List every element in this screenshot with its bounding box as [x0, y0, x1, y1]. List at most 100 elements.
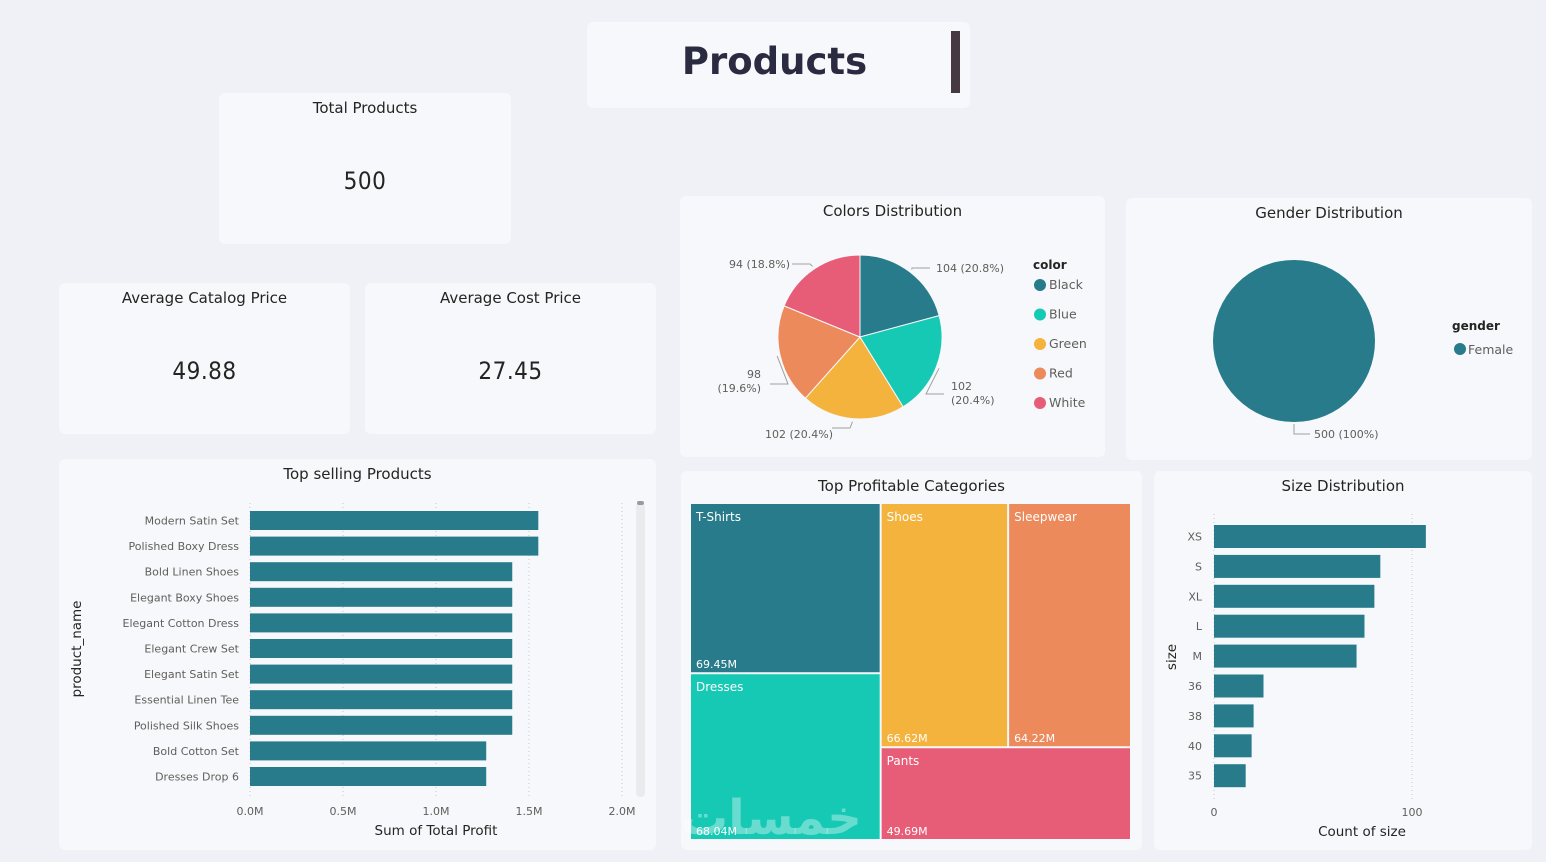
gender-pie-chart[interactable]: 500 (100%) gender Female: [1126, 198, 1532, 460]
treemap-cell-value: 68.04M: [696, 825, 737, 838]
kpi-label: Total Products: [312, 99, 418, 117]
leader-line: [770, 355, 789, 385]
bar[interactable]: [1214, 674, 1264, 698]
data-label: (20.4%): [951, 394, 995, 407]
bar[interactable]: [1214, 554, 1381, 578]
bar[interactable]: [1214, 734, 1252, 758]
treemap-cell-dresses[interactable]: [691, 674, 880, 839]
bar[interactable]: [250, 767, 487, 786]
legend-item-red[interactable]: Red: [1049, 366, 1073, 381]
bar[interactable]: [250, 511, 539, 530]
legend-item-white[interactable]: White: [1049, 395, 1086, 410]
y-tick-label: Elegant Crew Set: [144, 643, 239, 656]
colors-pie-chart[interactable]: 104 (20.8%) 102(20.4%) 102 (20.4%) 98(19.6%…: [680, 196, 1105, 457]
bar[interactable]: [1214, 525, 1426, 548]
y-tick-label: Essential Linen Tee: [134, 694, 239, 707]
kpi-total-products[interactable]: Total Products 500: [219, 93, 511, 244]
y-axis-title: product_name: [69, 601, 85, 698]
bar[interactable]: [1214, 764, 1246, 788]
size-distribution-card[interactable]: Size Distribution 0 100 XS S XL L M 36 38 40 35 Cou…: [1154, 471, 1532, 850]
bar[interactable]: [1214, 584, 1375, 608]
treemap-cell-label: Pants: [887, 754, 920, 768]
data-label: (19.6%): [717, 382, 761, 395]
x-tick-label: 0: [1211, 806, 1218, 819]
legend-marker-red[interactable]: [1034, 367, 1046, 380]
chart-title: Size Distribution: [1281, 477, 1405, 495]
size-bar-chart[interactable]: 0 100 XS S XL L M 36 38 40 35 Count of size size: [1154, 471, 1532, 850]
kpi-label: Average Cost Price: [439, 289, 582, 307]
data-label: 98: [747, 368, 761, 381]
bar[interactable]: [250, 587, 513, 607]
bar[interactable]: [250, 562, 513, 582]
treemap-cell-sleepwear[interactable]: [1009, 504, 1130, 747]
x-tick-label: 2.0M: [609, 805, 636, 818]
y-axis-title: size: [1164, 644, 1180, 670]
top-selling-bar-chart[interactable]: 0.0M 0.5M 1.0M 1.5M 2.0M Modern Satin Set Poli…: [59, 459, 656, 850]
legend-marker-female[interactable]: [1454, 343, 1466, 355]
bar[interactable]: [250, 690, 513, 710]
legend-item-black[interactable]: Black: [1049, 277, 1084, 292]
data-label: 102: [951, 380, 972, 393]
kpi-average-cost-price[interactable]: Average Cost Price 27.45: [365, 283, 656, 434]
data-label: 102 (20.4%): [765, 428, 833, 441]
bar[interactable]: [250, 715, 513, 735]
page-title: Products: [681, 40, 868, 83]
leader-line: [832, 421, 853, 429]
scrollbar-thumb[interactable]: [637, 501, 644, 505]
treemap-cell-value: 69.45M: [696, 658, 737, 671]
y-tick-label: Elegant Satin Set: [144, 668, 240, 681]
scrollbar-track[interactable]: [636, 503, 645, 797]
legend-marker-black[interactable]: [1034, 279, 1046, 291]
pie-slice-green[interactable]: [804, 336, 904, 420]
bar[interactable]: [1214, 644, 1357, 668]
legend-title: gender: [1452, 319, 1500, 333]
legend-item-green[interactable]: Green: [1049, 336, 1087, 351]
treemap-cell-pants[interactable]: [881, 748, 1130, 839]
gender-distribution-card[interactable]: Gender Distribution 500 (100%) gender Fema…: [1126, 198, 1532, 460]
pie-slice-blue[interactable]: [859, 314, 943, 408]
treemap-cell-value: 49.69M: [887, 825, 928, 838]
bar[interactable]: [250, 639, 513, 658]
y-tick-label: Dresses Drop 6: [155, 771, 239, 784]
header-accent-bar: [951, 31, 960, 93]
pie-slice-black[interactable]: [859, 254, 940, 338]
pie-slice-white[interactable]: [783, 254, 861, 338]
bar[interactable]: [250, 536, 539, 556]
page-header: Products: [587, 22, 970, 108]
kpi-average-catalog-price[interactable]: Average Catalog Price 49.88: [59, 283, 350, 434]
legend-marker-green[interactable]: [1034, 338, 1046, 350]
treemap-cell-label: T-Shirts: [695, 510, 741, 524]
kpi-label: Average Catalog Price: [121, 289, 288, 307]
bar[interactable]: [1214, 704, 1254, 728]
pie-slice-female[interactable]: [1213, 260, 1375, 422]
bar[interactable]: [1214, 614, 1365, 638]
colors-distribution-card[interactable]: Colors Distribution 104 (20.8%) 102 (20.4%…: [680, 196, 1105, 457]
treemap-cell-label: Dresses: [696, 680, 743, 694]
y-tick-label: L: [1196, 620, 1203, 633]
bar[interactable]: [250, 741, 487, 761]
legend-marker-white[interactable]: [1034, 397, 1046, 409]
data-label: 94 (18.8%): [729, 258, 790, 271]
y-tick-label: Elegant Boxy Shoes: [130, 591, 239, 604]
treemap-cell-shoes[interactable]: [881, 504, 1008, 747]
bar[interactable]: [250, 664, 513, 684]
categories-treemap[interactable]: T-Shirts 69.45M Dresses 68.04M Shoes 66.62M Sl…: [681, 471, 1142, 850]
x-axis-title: Count of size: [1318, 824, 1406, 840]
legend-marker-blue[interactable]: [1034, 308, 1046, 321]
legend-item-female[interactable]: Female: [1468, 342, 1514, 357]
y-tick-label: Elegant Cotton Dress: [123, 617, 240, 630]
legend-item-blue[interactable]: Blue: [1049, 307, 1077, 322]
y-tick-label: Modern Satin Set: [145, 515, 240, 528]
y-tick-label: Bold Cotton Set: [153, 745, 240, 758]
bar[interactable]: [250, 613, 513, 633]
leader-line: [925, 368, 944, 395]
y-tick-label: 40: [1188, 740, 1202, 753]
top-selling-products-card[interactable]: Top selling Products 0.0M 0.5M 1.0M 1.5M 2.0…: [59, 459, 656, 850]
kpi-value: 27.45: [478, 357, 543, 385]
legend-title: color: [1033, 258, 1067, 272]
treemap-cell-t-shirts[interactable]: [691, 504, 880, 673]
chart-title: Top selling Products: [283, 465, 432, 483]
y-tick-label: Polished Boxy Dress: [129, 540, 240, 553]
top-profitable-categories-card[interactable]: Top Profitable Categories T-Shirts 69.45M…: [681, 471, 1142, 850]
treemap-cell-value: 64.22M: [1014, 732, 1055, 745]
